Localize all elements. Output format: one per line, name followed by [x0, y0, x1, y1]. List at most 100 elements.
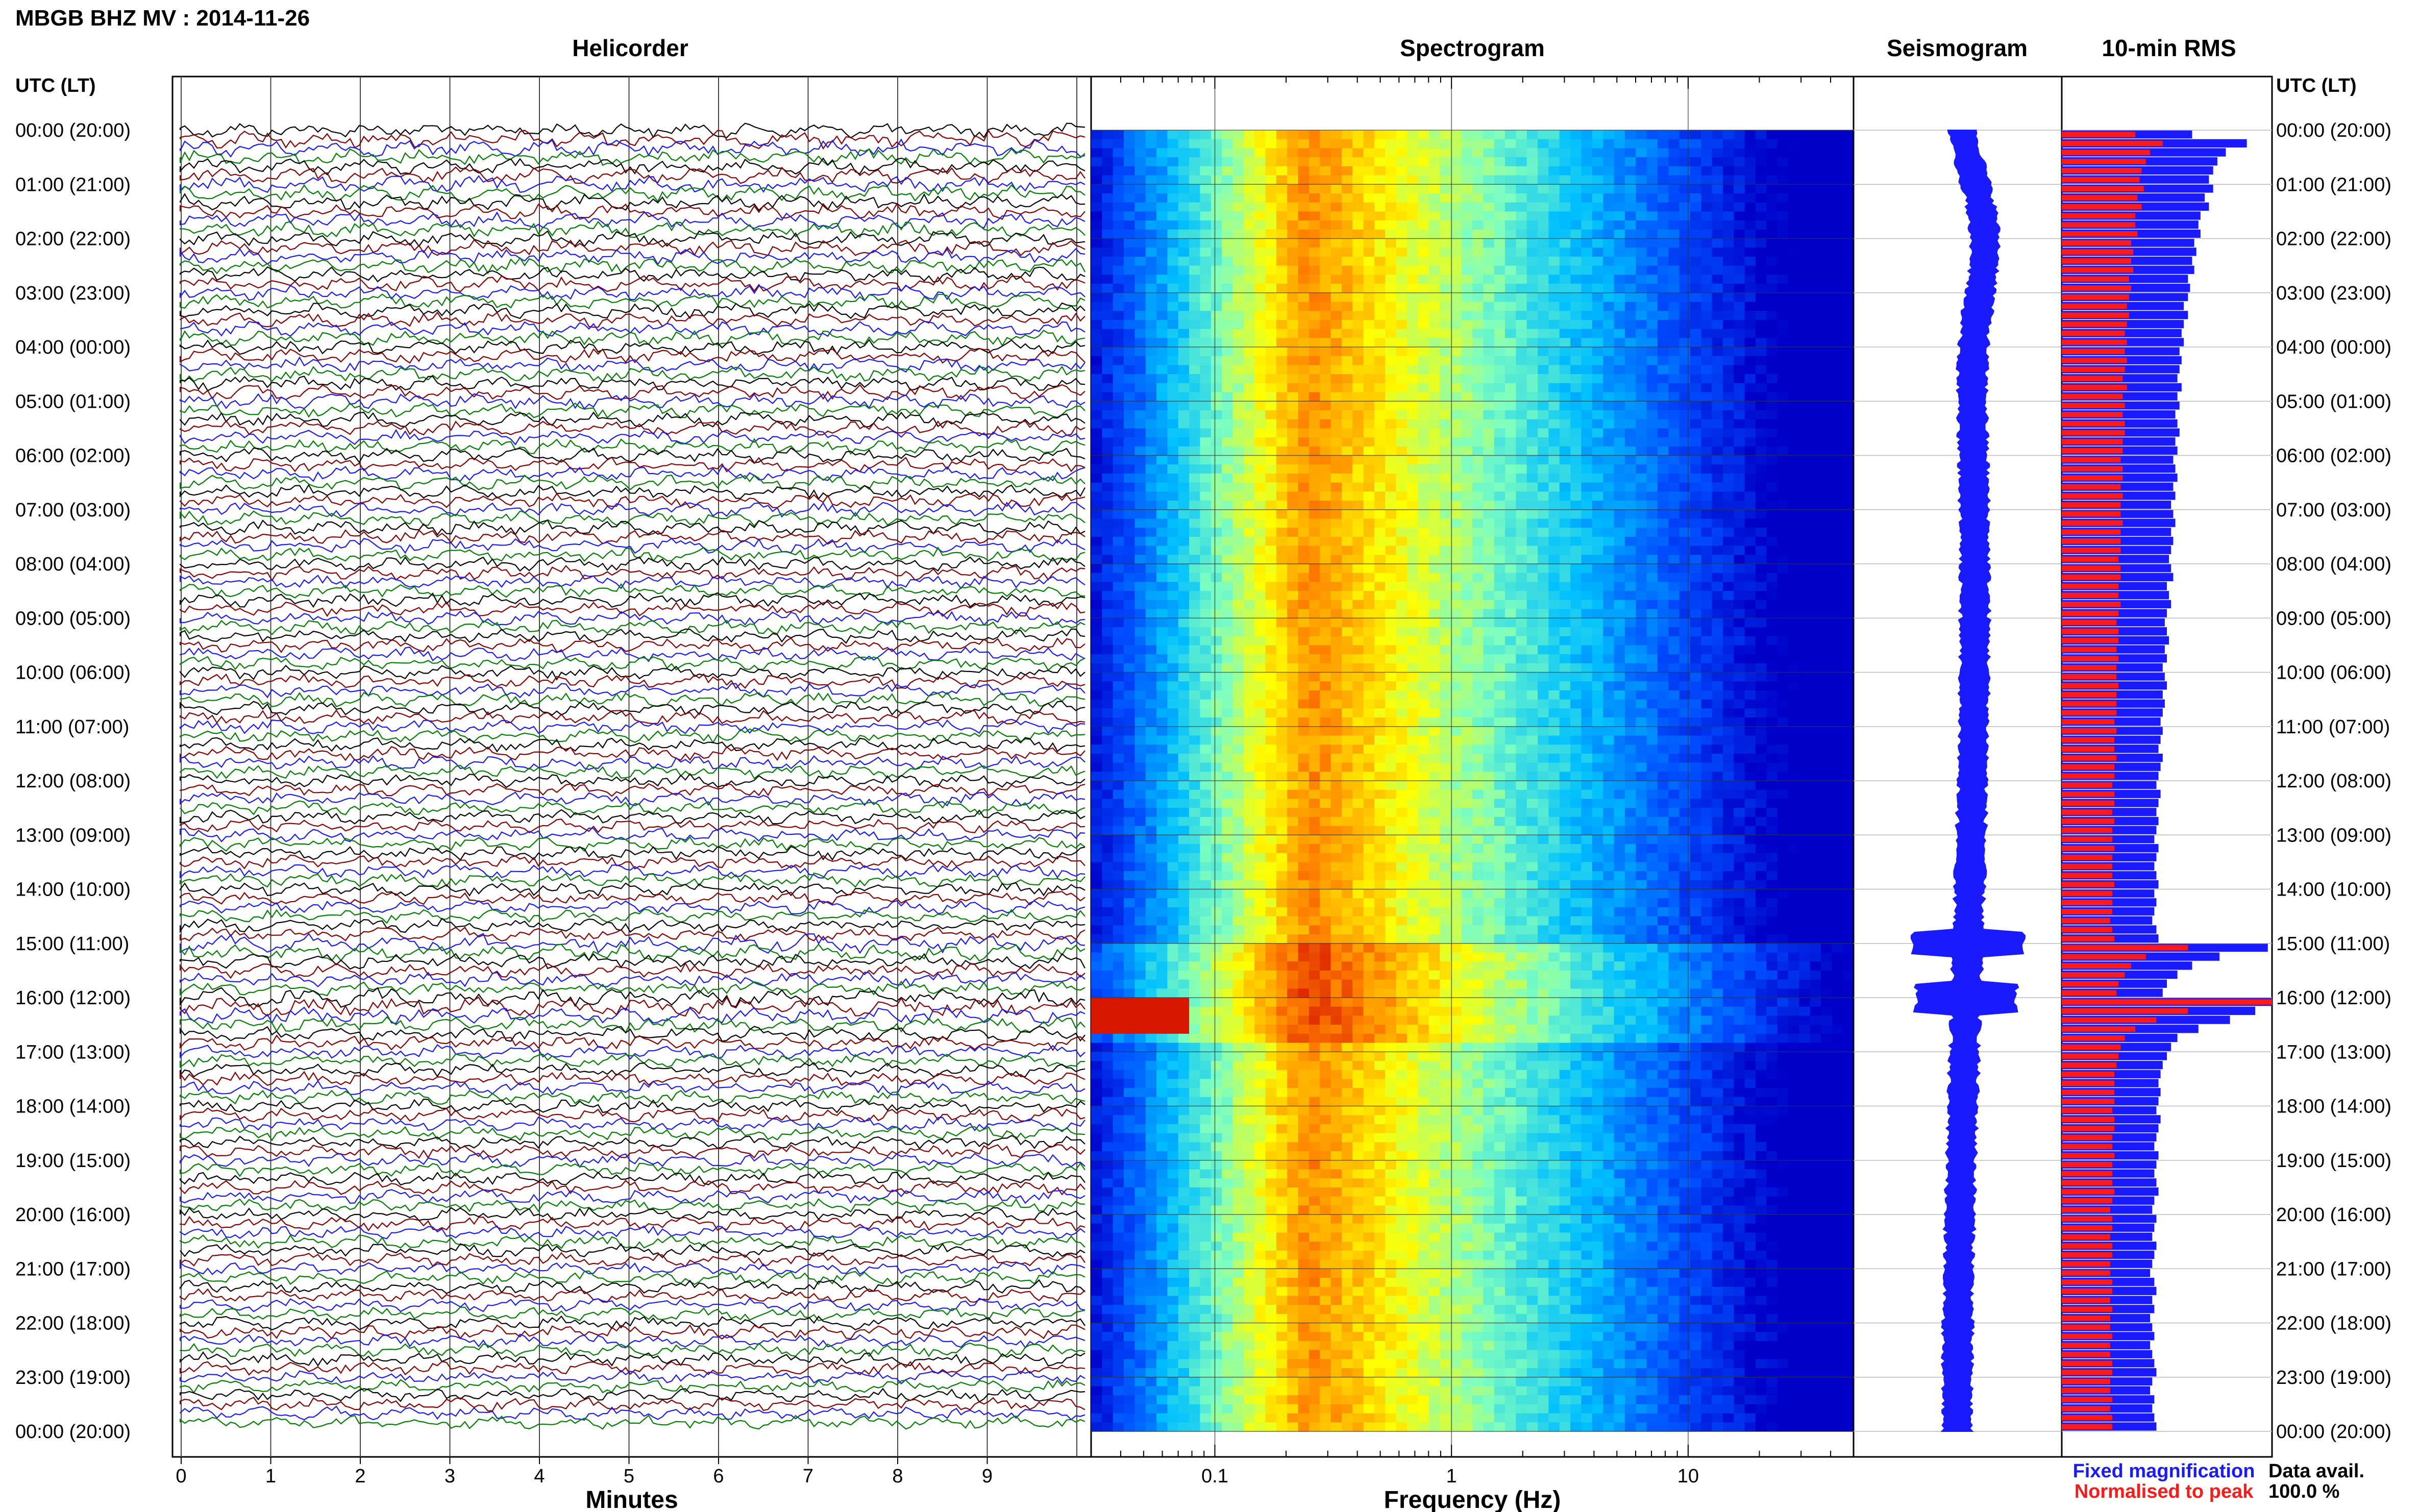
spectrogram-cell — [1298, 392, 1310, 402]
spectrogram-cell — [1156, 618, 1168, 628]
spectrogram-cell — [1385, 491, 1397, 501]
spectrogram-cell — [1624, 609, 1636, 618]
spectrogram-cell — [1091, 753, 1103, 763]
spectrogram-cell — [1494, 501, 1505, 510]
spectrogram-cell — [1646, 428, 1658, 438]
spectrogram-cell — [1821, 383, 1833, 393]
spectrogram-cell — [1450, 311, 1462, 320]
spectrogram-cell — [1636, 546, 1647, 555]
spectrogram-cell — [1396, 582, 1408, 591]
spectrogram-cell — [1614, 148, 1625, 158]
spectrogram-cell — [1145, 437, 1157, 447]
spectrogram-cell — [1842, 275, 1854, 284]
spectrogram-cell — [1624, 482, 1636, 492]
spectrogram-cell — [1472, 166, 1484, 176]
spectrogram-cell — [1821, 455, 1833, 465]
spectrogram-cell — [1472, 455, 1484, 465]
spectrogram-cell — [1788, 292, 1799, 303]
spectrogram-cell — [1309, 446, 1320, 456]
spectrogram-cell — [1200, 726, 1212, 736]
spectrogram-cell — [1450, 528, 1462, 537]
spectrogram-cell — [1091, 211, 1103, 221]
spectrogram-cell — [1538, 681, 1549, 691]
spectrogram-cell — [1592, 573, 1603, 582]
spectrogram-cell — [1505, 699, 1517, 709]
spectrogram-cell — [1788, 717, 1799, 727]
spectrogram-cell — [1276, 482, 1288, 492]
spectrogram-cell — [1102, 374, 1114, 384]
spectrogram-cell — [1494, 410, 1505, 420]
spectrogram-cell — [1603, 582, 1615, 591]
spectrogram-cell — [1516, 446, 1527, 456]
spectrogram-cell — [1167, 663, 1179, 673]
spectrogram-cell — [1167, 347, 1179, 357]
spectrogram-cell — [1189, 564, 1201, 574]
spectrogram-cell — [1494, 292, 1505, 303]
spectrogram-cell — [1211, 609, 1222, 618]
spectrogram-cell — [1156, 609, 1168, 618]
spectrogram-cell — [1276, 284, 1288, 293]
spectrogram-cell — [1428, 582, 1440, 591]
spectrogram-cell — [1232, 284, 1244, 293]
spectrogram-cell — [1603, 482, 1615, 492]
spectrogram-cell — [1243, 329, 1255, 338]
spectrogram-cell — [1461, 600, 1473, 610]
spectrogram-cell — [1156, 374, 1168, 384]
spectrogram-cell — [1352, 130, 1364, 140]
spectrogram-cell — [1559, 184, 1571, 194]
spectrogram-cell — [1450, 437, 1462, 447]
spectrogram-cell — [1668, 139, 1680, 148]
spectrogram-cell — [1832, 555, 1843, 564]
spectrogram-cell — [1461, 356, 1473, 365]
spectrogram-cell — [1167, 518, 1179, 528]
helicorder-trace — [179, 1071, 1085, 1086]
spectrogram-cell — [1124, 536, 1136, 547]
spectrogram-cell — [1646, 708, 1658, 718]
spectrogram-cell — [1309, 482, 1320, 492]
spectrogram-cell — [1701, 148, 1713, 158]
spectrogram-cell — [1494, 275, 1505, 284]
spectrogram-cell — [1603, 410, 1615, 420]
spectrogram-cell — [1744, 564, 1756, 574]
spectrogram-cell — [1200, 528, 1212, 537]
spectrogram-cell — [1581, 501, 1593, 510]
spectrogram-cell — [1189, 428, 1201, 438]
helicorder-trace — [179, 510, 1085, 527]
spectrogram-cell — [1505, 410, 1517, 420]
spectrogram-cell — [1124, 726, 1136, 736]
spectrogram-cell — [1145, 238, 1157, 248]
spectrogram-cell — [1396, 708, 1408, 718]
spectrogram-cell — [1265, 636, 1277, 646]
spectrogram-cell — [1124, 735, 1136, 745]
spectrogram-cell — [1581, 319, 1593, 330]
spectrogram-cell — [1330, 645, 1342, 655]
spectrogram-cell — [1516, 627, 1527, 637]
spectrogram-cell — [1102, 229, 1114, 239]
spectrogram-cell — [1657, 491, 1669, 501]
spectrogram-cell — [1189, 401, 1201, 411]
spectrogram-cell — [1461, 292, 1473, 303]
spectrogram-cell — [1461, 690, 1473, 700]
spectrogram-cell — [1832, 645, 1843, 655]
spectrogram-cell — [1810, 501, 1821, 510]
spectrogram-cell — [1363, 518, 1375, 528]
spectrogram-cell — [1472, 148, 1484, 158]
spectrogram-cell — [1330, 464, 1342, 474]
spectrogram-cell — [1734, 681, 1745, 691]
spectrogram-cell — [1570, 157, 1582, 167]
spectrogram-cell — [1287, 645, 1299, 655]
spectrogram-cell — [1744, 184, 1756, 194]
spectrogram-cell — [1167, 699, 1179, 709]
spectrogram-cell — [1657, 157, 1669, 167]
spectrogram-cell — [1788, 437, 1799, 447]
spectrogram-cell — [1821, 708, 1833, 718]
spectrogram-cell — [1657, 645, 1669, 655]
spectrogram-cell — [1722, 166, 1734, 176]
spectrogram-cell — [1352, 717, 1364, 727]
spectrogram-cell — [1712, 546, 1723, 555]
spectrogram-cell — [1287, 220, 1299, 230]
spectrogram-cell — [1679, 745, 1691, 754]
spectrogram-cell — [1330, 347, 1342, 357]
spectrogram-cell — [1396, 130, 1408, 140]
spectrogram-cell — [1102, 753, 1114, 763]
